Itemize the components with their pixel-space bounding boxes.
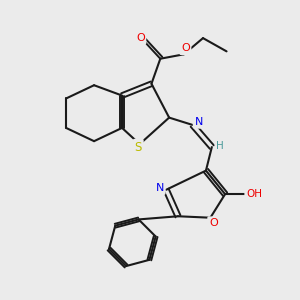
Text: S: S [134, 141, 142, 154]
Text: N: N [194, 117, 203, 127]
Text: O: O [209, 218, 218, 228]
Text: H: H [216, 141, 224, 151]
Text: O: O [136, 33, 145, 43]
Text: O: O [181, 44, 190, 53]
Text: OH: OH [246, 189, 262, 199]
Text: N: N [155, 183, 164, 193]
